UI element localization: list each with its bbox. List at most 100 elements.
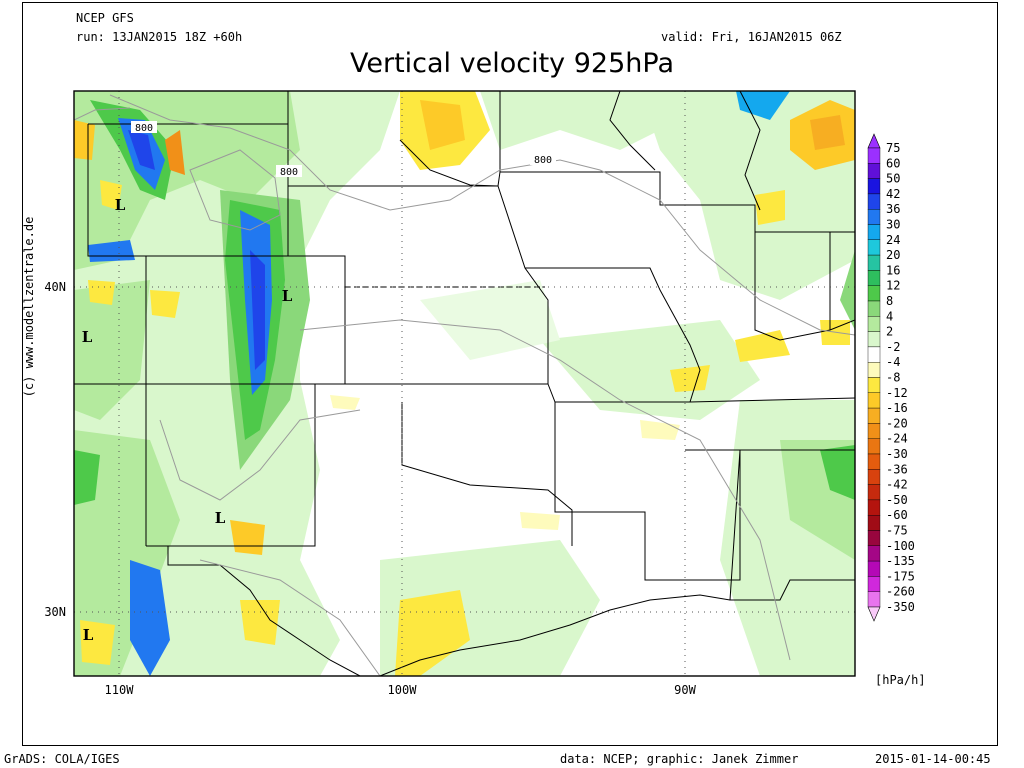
legend-swatch — [867, 591, 881, 608]
low-marker-5: L — [83, 626, 94, 644]
model-name: NCEP GFS — [76, 11, 134, 25]
ascent-core-ne — [736, 91, 790, 120]
legend-swatch — [867, 392, 881, 409]
descent-spot-6 — [80, 620, 115, 665]
lon-label-110w: 110W — [105, 683, 135, 697]
border-tn — [689, 397, 855, 403]
river-missouri — [399, 139, 499, 187]
descent-spot-7 — [74, 120, 95, 160]
ascent-medium-east-edge — [840, 250, 855, 330]
lake-michigan-shore — [739, 91, 761, 211]
axis-labels: 40N 30N 110W 100W 90W — [44, 280, 696, 697]
state-borders — [74, 91, 855, 676]
ascent-core-sw — [130, 560, 170, 676]
descent-spot-3 — [670, 365, 710, 392]
contour-labels: 800 800 800 — [131, 121, 556, 178]
legend-level-label: -30 — [886, 447, 908, 461]
ascent-medium-sw — [74, 430, 180, 676]
ascent-region-central — [540, 320, 760, 420]
descent-spot-9 — [88, 280, 115, 305]
descent-northeast-core — [810, 115, 845, 150]
legend: 75605042363024201612842-2-4-8-12-16-20-2… — [867, 133, 915, 622]
contour-southwest — [159, 409, 361, 501]
plot-frame — [22, 2, 998, 746]
ascent-strong-w-edge — [74, 450, 100, 505]
legend-level-label: -50 — [886, 493, 908, 507]
low-marker-1: L — [115, 196, 126, 214]
legend-level-label: -260 — [886, 585, 915, 599]
low-markers: L L L L L — [82, 196, 293, 644]
legend-swatch — [867, 163, 881, 179]
legend-level-label: -75 — [886, 524, 908, 538]
descent-weak-1 — [520, 512, 560, 530]
map-border — [73, 90, 856, 677]
legend-swatch — [867, 499, 881, 516]
descent-weak-3 — [330, 395, 360, 410]
lon-label-100w: 100W — [388, 683, 418, 697]
low-marker-2: L — [282, 287, 293, 305]
ascent-peak-nw — [128, 130, 155, 170]
low-marker-3: L — [82, 328, 93, 346]
legend-level-label: 4 — [886, 309, 893, 323]
footer-software: GrADS: COLA/IGES — [4, 752, 120, 766]
legend-level-label: -2 — [886, 340, 900, 354]
legend-level-label: 8 — [886, 294, 893, 308]
border-nm — [146, 384, 316, 547]
legend-level-label: -36 — [886, 462, 908, 476]
contour-texas — [199, 559, 381, 676]
page-title: Vertical velocity 925hPa — [349, 48, 674, 79]
legend-level-label: -8 — [886, 371, 900, 385]
legend-level-label: 50 — [886, 172, 900, 186]
legend-level-label: 12 — [886, 279, 900, 293]
contour-800 — [109, 94, 855, 336]
descent-spot-11 — [165, 130, 185, 175]
legend-level-label: -175 — [886, 569, 915, 583]
contour-800-wy — [189, 149, 281, 231]
border-ar-la — [554, 402, 741, 581]
graticule — [74, 91, 855, 676]
legend-swatch — [867, 576, 881, 592]
contour-label-b: 800 — [280, 167, 298, 178]
border-ok-tx — [401, 402, 573, 546]
contour-label-bg-b — [276, 165, 302, 177]
legend-level-label: -24 — [886, 432, 908, 446]
descent-gulf — [395, 590, 470, 676]
legend-level-label: 42 — [886, 187, 900, 201]
legend-swatch — [867, 515, 881, 531]
legend-swatch — [867, 239, 881, 256]
coastline-gulf — [379, 594, 731, 676]
legend-level-label: -60 — [886, 508, 908, 522]
ascent-strong-e-edge — [820, 445, 855, 500]
legend-level-label: 20 — [886, 248, 900, 262]
legend-swatch — [867, 300, 881, 317]
legend-level-label: 24 — [886, 233, 900, 247]
descent-spot-12 — [230, 520, 265, 555]
legend-arrow-bottom — [867, 606, 881, 622]
legend-swatch — [867, 560, 881, 577]
legend-level-label: 60 — [886, 156, 900, 170]
legend-level-label: -42 — [886, 478, 908, 492]
legend-level-label: -4 — [886, 355, 900, 369]
legend-unit: [hPa/h] — [875, 673, 926, 687]
ascent-medium-w — [74, 280, 150, 420]
legend-swatch — [867, 438, 881, 455]
descent-spot-8 — [100, 180, 122, 210]
legend-level-label: -20 — [886, 416, 908, 430]
border-mexico — [167, 546, 361, 676]
legend-swatch — [867, 346, 881, 363]
legend-arrow-top — [867, 133, 881, 149]
border-co — [146, 255, 346, 385]
legend-swatch — [867, 453, 881, 470]
legend-swatch — [867, 331, 881, 348]
legend-swatch — [867, 193, 881, 210]
legend-level-label: -12 — [886, 386, 908, 400]
legend-swatch — [867, 316, 881, 332]
contour-label-bg-a — [131, 121, 157, 133]
contour-central — [299, 319, 791, 661]
ascent-region-plains — [420, 280, 560, 360]
lon-label-90w: 90W — [674, 683, 696, 697]
lat-label-30n: 30N — [44, 605, 66, 619]
legend-level-label: -16 — [886, 401, 908, 415]
height-contours — [74, 94, 855, 676]
